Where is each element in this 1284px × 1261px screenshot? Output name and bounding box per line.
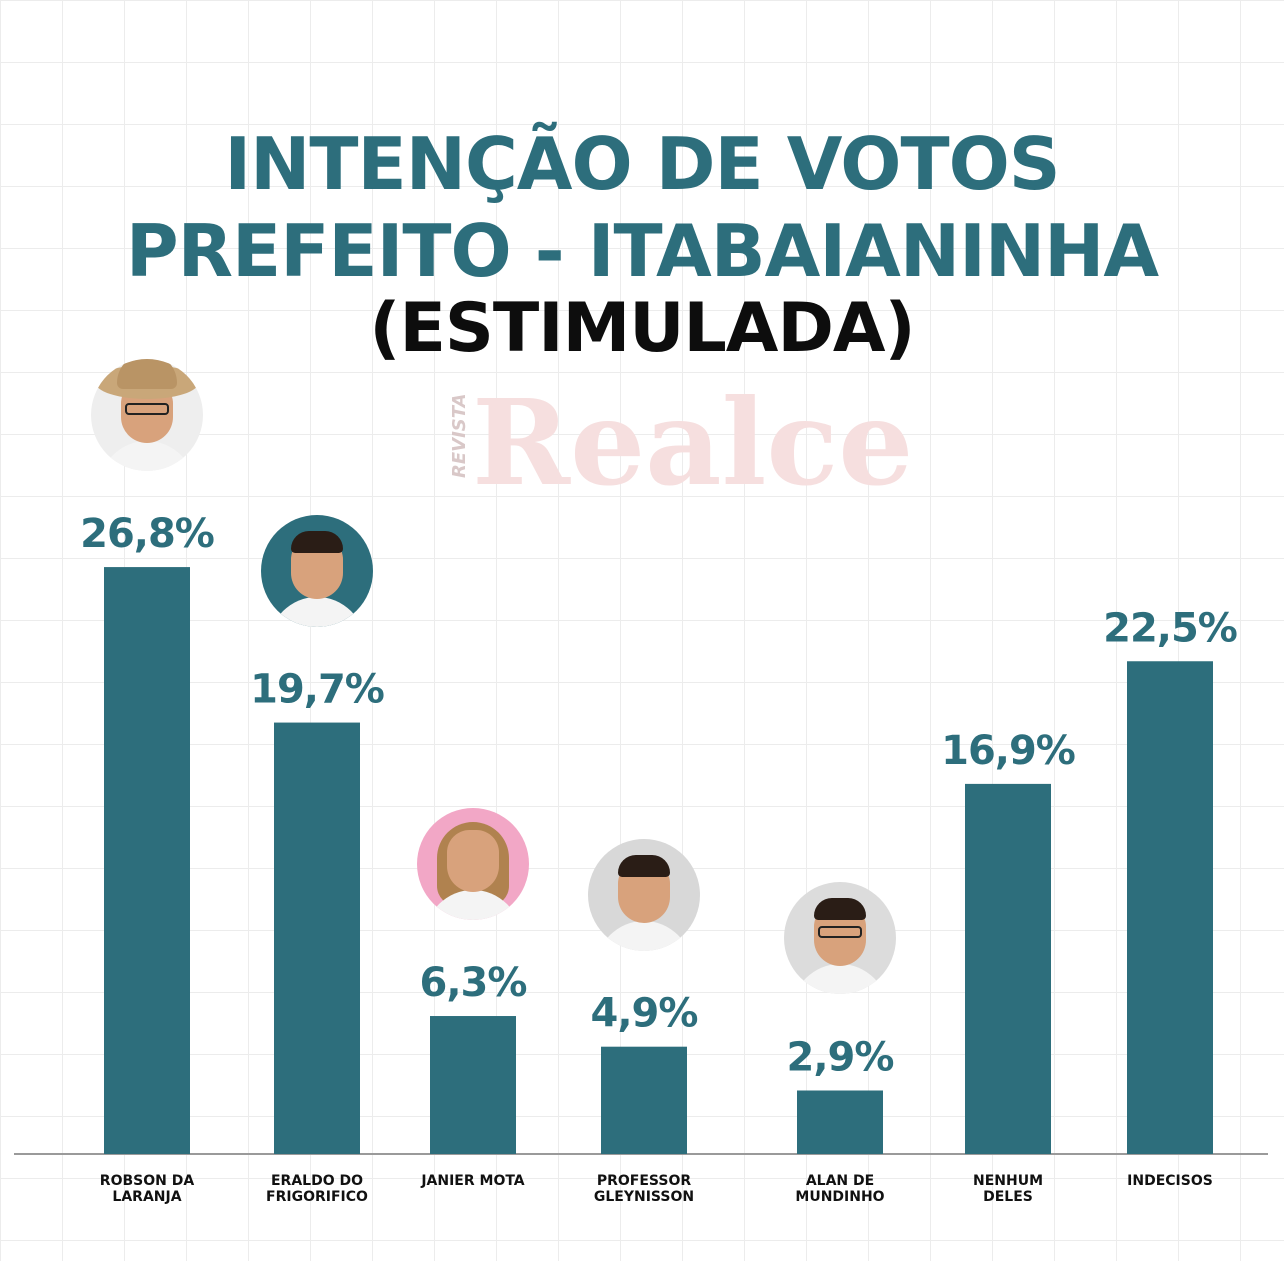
bar-1 [104, 567, 190, 1154]
title-line-1: INTENÇÃO DE VOTOS [224, 122, 1060, 206]
category-label-7: INDECISOS [1127, 1173, 1213, 1189]
value-label-2: 19,7% [250, 667, 384, 713]
candidate-photo-1 [91, 359, 203, 472]
bar-6 [965, 783, 1051, 1154]
value-label-3: 6,3% [420, 960, 527, 1006]
candidate-photo-2 [261, 514, 373, 627]
value-label-6: 16,9% [941, 728, 1075, 774]
category-label-2: ERALDO DO FRIGORIFICO [266, 1173, 368, 1205]
bar-3 [430, 1016, 516, 1154]
bar-7 [1127, 661, 1213, 1154]
title-line-2: PREFEITO - ITABAIANINHA [125, 209, 1159, 293]
category-label-5: ALAN DE MUNDINHO [795, 1173, 884, 1205]
category-label-4: PROFESSOR GLEYNISSON [594, 1173, 694, 1205]
category-label-6: NENHUM DELES [973, 1173, 1043, 1205]
candidate-photo-5 [784, 882, 896, 995]
value-label-4: 4,9% [591, 991, 698, 1037]
value-label-5: 2,9% [787, 1034, 894, 1080]
category-label-3: JANIER MOTA [420, 1173, 524, 1189]
bar-2 [274, 722, 360, 1154]
bar-4 [601, 1046, 687, 1154]
value-label-7: 22,5% [1103, 605, 1237, 651]
title-line-3: (ESTIMULADA) [369, 289, 915, 368]
candidate-photo-3 [417, 808, 529, 921]
candidate-photo-4 [588, 838, 700, 951]
value-label-1: 26,8% [80, 511, 214, 557]
category-label-1: ROBSON DA LARANJA [100, 1173, 195, 1205]
bar-5 [797, 1090, 883, 1154]
